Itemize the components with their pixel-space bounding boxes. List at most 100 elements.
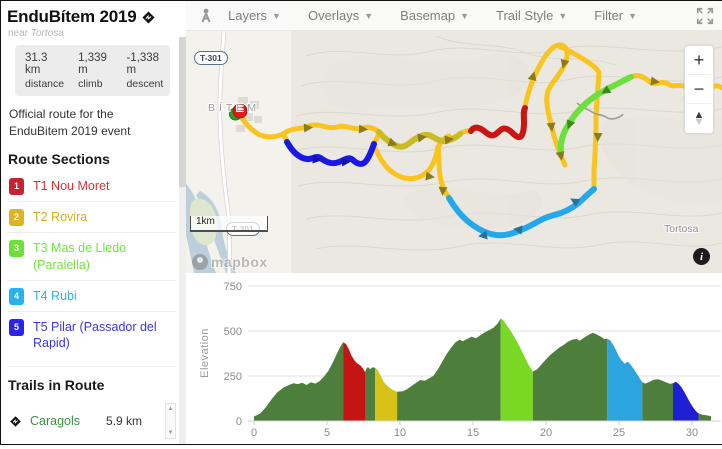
route-stats: 31.3 km distance 1,339 m climb -1,338 m …: [15, 45, 170, 96]
map-zoom-control: + − ▲ ▼: [684, 45, 714, 134]
zoom-out-button[interactable]: −: [685, 75, 713, 104]
svg-text:250: 250: [224, 371, 242, 383]
stat-descent-label: descent: [126, 78, 164, 90]
section-number-badge: 3: [9, 239, 24, 257]
map-canvas[interactable]: Layers ▼ Overlays ▼ Basemap ▼ Trail Styl…: [186, 1, 722, 273]
rider-icon[interactable]: [196, 6, 216, 26]
chevron-down-icon: ▼: [460, 10, 470, 21]
svg-text:30: 30: [686, 427, 698, 439]
place-label-tortosa: Tortosa: [664, 223, 699, 235]
toolbar-trail-style-menu[interactable]: Trail Style ▼: [496, 8, 567, 23]
scroll-down-arrow-icon[interactable]: ▼: [167, 430, 174, 437]
toolbar-basemap-label: Basemap: [400, 8, 456, 23]
section-label[interactable]: T2 Rovira: [33, 209, 88, 224]
section-label[interactable]: T4 Rubi: [33, 288, 77, 303]
mapbox-attribution[interactable]: mapbox: [192, 254, 268, 270]
trail-list-scrollbar[interactable]: ▲ ▼: [165, 403, 176, 440]
section-number-badge: 2: [9, 208, 24, 226]
svg-text:15: 15: [467, 427, 479, 439]
toolbar-layers-menu[interactable]: Layers ▼: [228, 8, 281, 23]
svg-text:10: 10: [394, 427, 406, 439]
fullscreen-icon[interactable]: [696, 7, 714, 25]
sidebar-scrollbar-thumb[interactable]: [179, 37, 186, 187]
toolbar-layers-label: Layers: [228, 8, 268, 23]
stat-descent-value: -1,338 m: [126, 52, 160, 76]
toolbar-basemap-menu[interactable]: Basemap ▼: [400, 8, 469, 23]
black-diamond-icon: [10, 416, 21, 427]
svg-text:25: 25: [613, 427, 625, 439]
route-section-item-t4[interactable]: 4 T4 Rubi: [7, 279, 176, 311]
route-section-t3-mas-de-lledo[interactable]: [557, 74, 634, 158]
map-info-button[interactable]: i: [693, 248, 710, 265]
elevation-chart-panel[interactable]: 0 250 500 750 0 5 10 15 20 25 30 Elevation: [186, 273, 722, 444]
route-sections-list: 1 T1 Nou Moret 2 T2 Rovira 3 T3 Mas de L…: [7, 171, 176, 359]
place-label-bitem: BÍTEM: [208, 102, 261, 114]
route-section-item-t1[interactable]: 1 T1 Nou Moret: [7, 171, 176, 201]
section-label[interactable]: T5 Pilar (Passador del Rapid): [33, 319, 157, 351]
svg-text:0: 0: [251, 427, 257, 439]
route-section-item-t2[interactable]: 2 T2 Rovira: [7, 200, 176, 232]
mapbox-wordmark: mapbox: [211, 254, 268, 270]
toolbar-filter-menu[interactable]: Filter ▼: [594, 8, 637, 23]
stat-descent: -1,338 m descent: [126, 52, 164, 90]
route-section-item-t5[interactable]: 5 T5 Pilar (Passador del Rapid): [7, 310, 176, 359]
route-sections-heading: Route Sections: [8, 150, 110, 167]
connector-trail: [576, 102, 624, 120]
route-section-t4-rubi[interactable]: [446, 186, 597, 239]
village-bitem: [236, 97, 262, 132]
toolbar-filter-label: Filter: [594, 8, 624, 23]
svg-text:750: 750: [224, 281, 242, 293]
trail-list-item[interactable]: Caragols 5.9 km ▲ ▼: [7, 397, 176, 445]
toolbar-overlays-menu[interactable]: Overlays ▼: [308, 8, 373, 23]
near-location: near Tortosa: [8, 28, 176, 39]
section-label[interactable]: T3 Mas de Lledo (Paralella): [33, 240, 127, 272]
compass-north-icon: ▲: [693, 108, 705, 121]
svg-text:0: 0: [236, 416, 242, 428]
road-shield-t301: T-301: [194, 51, 228, 65]
chevron-down-icon: ▼: [272, 10, 281, 21]
section-number-badge: 5: [9, 318, 24, 336]
elevation-chart-svg[interactable]: 0 250 500 750 0 5 10 15 20 25 30 Elevation: [186, 273, 722, 444]
map-base-svg: [186, 1, 722, 273]
trails-heading: Trails in Route: [8, 377, 105, 394]
stat-distance: 31.3 km distance: [25, 52, 64, 90]
route-section-t1-nou-moret[interactable]: [468, 105, 528, 141]
page-title-row: EnduBítem 2019: [7, 5, 176, 28]
route-section-t5-pilar[interactable]: [284, 139, 377, 167]
near-place-link[interactable]: Tortosa: [30, 28, 64, 39]
section-number-badge: 4: [9, 287, 24, 305]
map-scale-bar: 1km: [190, 216, 268, 232]
toolbar-overlays-label: Overlays: [307, 8, 360, 23]
sidebar-scrollbar-track[interactable]: [179, 37, 186, 444]
sidebar: EnduBítem 2019 near Tortosa 31.3 km dist…: [1, 1, 186, 444]
trails-in-route-section: Trails in Route Caragols 5.9 km ▲ ▼: [7, 366, 176, 445]
chevron-down-icon: ▼: [628, 10, 638, 21]
stat-climb-value: 1,339 m: [78, 52, 107, 76]
route-section-item-t3[interactable]: 3 T3 Mas de Lledo (Paralella): [7, 231, 176, 280]
chevron-down-icon: ▼: [558, 10, 568, 21]
hill-shading: [321, 54, 722, 230]
black-diamond-icon: [142, 10, 156, 24]
stat-distance-label: distance: [25, 78, 65, 90]
section-number-badge: 1: [9, 177, 24, 195]
page-title: EnduBítem 2019: [7, 7, 137, 26]
stat-climb-label: climb: [78, 78, 103, 90]
compass-south-icon: ▼: [693, 115, 705, 128]
route-start-marker[interactable]: [229, 103, 248, 121]
stat-distance-value: 31.3 km: [25, 52, 48, 76]
chevron-down-icon: ▼: [364, 10, 374, 21]
stat-climb: 1,339 m climb: [78, 52, 112, 90]
compass-button[interactable]: ▲ ▼: [685, 104, 713, 133]
zoom-in-button[interactable]: +: [685, 46, 713, 75]
svg-text:5: 5: [324, 427, 330, 439]
near-label: near: [8, 28, 29, 39]
trail-name-link[interactable]: Caragols: [30, 414, 81, 429]
section-label[interactable]: T1 Nou Moret: [33, 178, 110, 193]
svg-text:20: 20: [540, 427, 552, 439]
route-description: Official route for the EnduBitem 2019 ev…: [9, 107, 131, 139]
scroll-up-arrow-icon[interactable]: ▲: [167, 406, 174, 413]
mapbox-logo-icon: [192, 254, 208, 270]
trail-distance: 5.9 km: [106, 414, 143, 429]
map-toolbar: Layers ▼ Overlays ▼ Basemap ▼ Trail Styl…: [186, 1, 722, 31]
